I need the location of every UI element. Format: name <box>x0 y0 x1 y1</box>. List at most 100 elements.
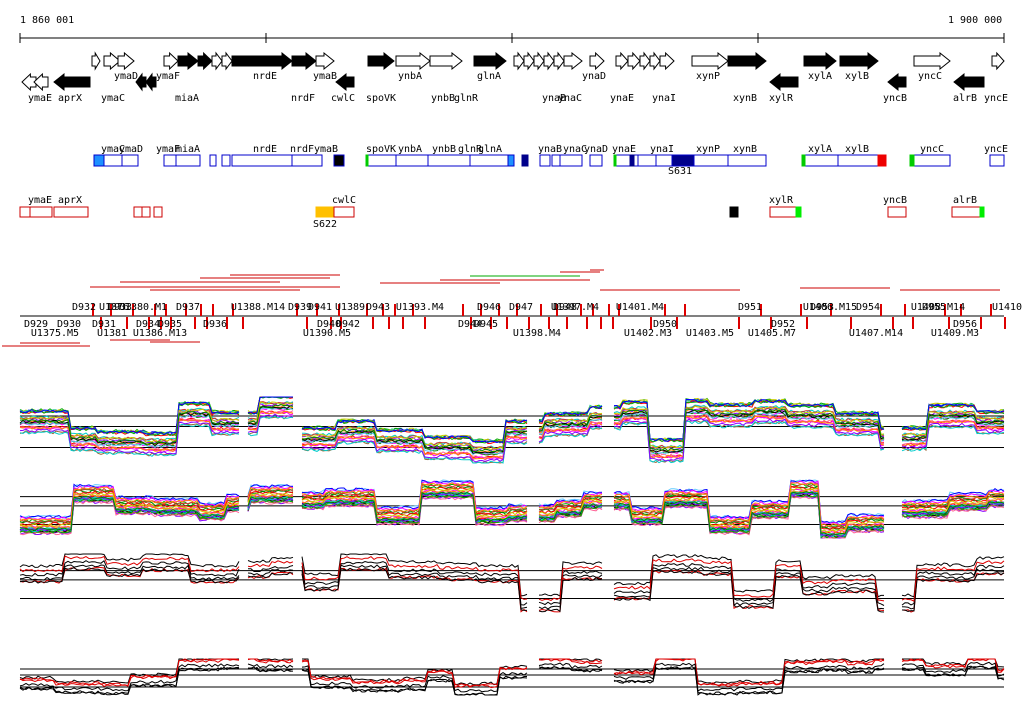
profile-line <box>19 564 1005 610</box>
gene-label: cwlC <box>331 93 355 104</box>
profile-line <box>19 485 1005 531</box>
segment-label: U1405.M7 <box>748 328 796 339</box>
profile-panel <box>19 479 1005 539</box>
transcription-unit-box <box>469 154 511 167</box>
segment-boundary-tick <box>424 317 426 329</box>
transcription-unit-box <box>121 154 139 167</box>
profile-line <box>19 407 1005 456</box>
gene-arrow <box>589 51 605 71</box>
region-extra-label: S631 <box>668 166 692 177</box>
segment-label: D946 <box>477 302 501 313</box>
segment-label: D936 <box>203 319 227 330</box>
gene-annotation-track: ymaE aprX ymaC ymaD ymaF miaA nrdE nrdF ymaB cwlC… <box>21 51 1008 104</box>
segment-label: D931 <box>92 319 116 330</box>
segment-label: D929 <box>24 319 48 330</box>
gene-label: xylR <box>769 93 794 104</box>
gene-arrow <box>177 51 199 71</box>
gene-label: nrdF <box>291 93 315 104</box>
transcription-unit-label: ymaB <box>314 144 338 155</box>
profile-line <box>19 665 1005 696</box>
segment-boundary-tick <box>566 317 568 329</box>
segment-boundary-tick <box>980 317 982 329</box>
segment-boundary-tick <box>880 304 882 316</box>
transcription-unit-box <box>163 154 177 167</box>
segment-boundary-tick <box>850 317 852 329</box>
region-extra-label: S622 <box>313 219 337 230</box>
gene-arrow <box>163 51 179 71</box>
gene-arrow <box>727 51 767 71</box>
profile-line <box>19 559 1005 606</box>
segment-boundary-tick <box>388 317 390 329</box>
transcription-unit-accent <box>909 154 915 167</box>
transcription-unit-box <box>175 154 201 167</box>
segment-boundary-tick <box>960 304 962 316</box>
coordinate-ruler: 1 860 001 1 900 000 <box>19 15 1005 43</box>
gene-label: aprX <box>58 93 82 104</box>
gene-arrow <box>91 51 101 71</box>
gene-label: xynB <box>733 93 757 104</box>
transcription-unit-box <box>103 154 123 167</box>
transcription-unit-accent <box>877 154 887 167</box>
segment-label: U1375.M5 <box>31 328 79 339</box>
transcription-unit-accent <box>365 154 369 167</box>
gene-label: ymaC <box>101 93 125 104</box>
transcription-unit-label: ynaI <box>650 144 674 155</box>
segment-label: U1409.M3 <box>931 328 979 339</box>
gene-label: ynaB <box>542 93 566 104</box>
transcription-unit-label: ynbA <box>398 144 422 155</box>
transcription-unit-label: xylA <box>808 144 832 155</box>
segment-label: D934 <box>136 319 160 330</box>
gene-label: ymaD <box>114 71 138 82</box>
segment-label: U1380.M1 <box>119 302 167 313</box>
segment-boundary-tick <box>506 317 508 329</box>
segment-boundary-tick <box>650 317 652 329</box>
segment-boundary-tick <box>296 304 298 316</box>
gene-label: miaA <box>175 93 199 104</box>
transcription-unit-label: xylR <box>769 195 794 206</box>
segment-label: U1397.M4 <box>551 302 599 313</box>
gene-label: ynaE <box>610 93 634 104</box>
gene-arrow <box>659 51 675 71</box>
segment-boundary-tick <box>592 304 594 316</box>
segment-boundary-tick <box>110 304 112 316</box>
segment-boundary-tick <box>800 304 802 316</box>
transcription-unit-label: yncB <box>883 195 907 206</box>
profile-line <box>19 553 1005 598</box>
segment-boundary-tick <box>948 317 950 329</box>
transcription-unit-box <box>589 154 603 167</box>
gene-arrow <box>839 51 879 71</box>
transcription-unit-label: ymaD <box>119 144 143 155</box>
gene-arrow <box>649 51 661 71</box>
segment-boundary-tick <box>185 304 187 316</box>
profile-line <box>19 413 1005 463</box>
transcription-unit-label: miaA <box>176 144 200 155</box>
gene-arrow <box>211 51 223 71</box>
segment-label: U1403.M5 <box>686 328 734 339</box>
gene-label: yncE <box>984 93 1008 104</box>
transcription-unit-box <box>801 154 839 167</box>
transcription-unit-box <box>291 154 323 167</box>
gene-arrow <box>639 51 651 71</box>
segment-label: U1406.M15 <box>803 302 857 313</box>
transcription-unit-box <box>887 206 907 218</box>
segment-boundary-tick <box>548 317 550 329</box>
segment-boundary-tick <box>990 304 992 316</box>
segment-label: D956 <box>953 319 977 330</box>
gene-label: ymaF <box>156 71 180 82</box>
segment-boundary-tick <box>170 317 172 329</box>
transcription-unit-track-bottom: ymaE aprX cwlC xylR yncB alrB <box>19 195 985 218</box>
profile-line <box>19 486 1005 533</box>
segment-boundary-tick <box>540 304 542 316</box>
segment-label: D953 <box>810 302 834 313</box>
transcription-unit-label: ynaB <box>538 144 562 155</box>
transcription-unit-box <box>989 154 1005 167</box>
transcription-unit-box <box>671 154 695 167</box>
transcription-unit-label: alrB <box>953 195 977 206</box>
transcription-unit-accent <box>795 206 802 218</box>
profile-line <box>19 401 1005 451</box>
expression-profile-panels <box>19 396 1005 696</box>
segment-boundary-tick <box>160 317 162 329</box>
segment-boundary-tick <box>480 304 482 316</box>
transcription-unit-accent <box>521 154 529 167</box>
